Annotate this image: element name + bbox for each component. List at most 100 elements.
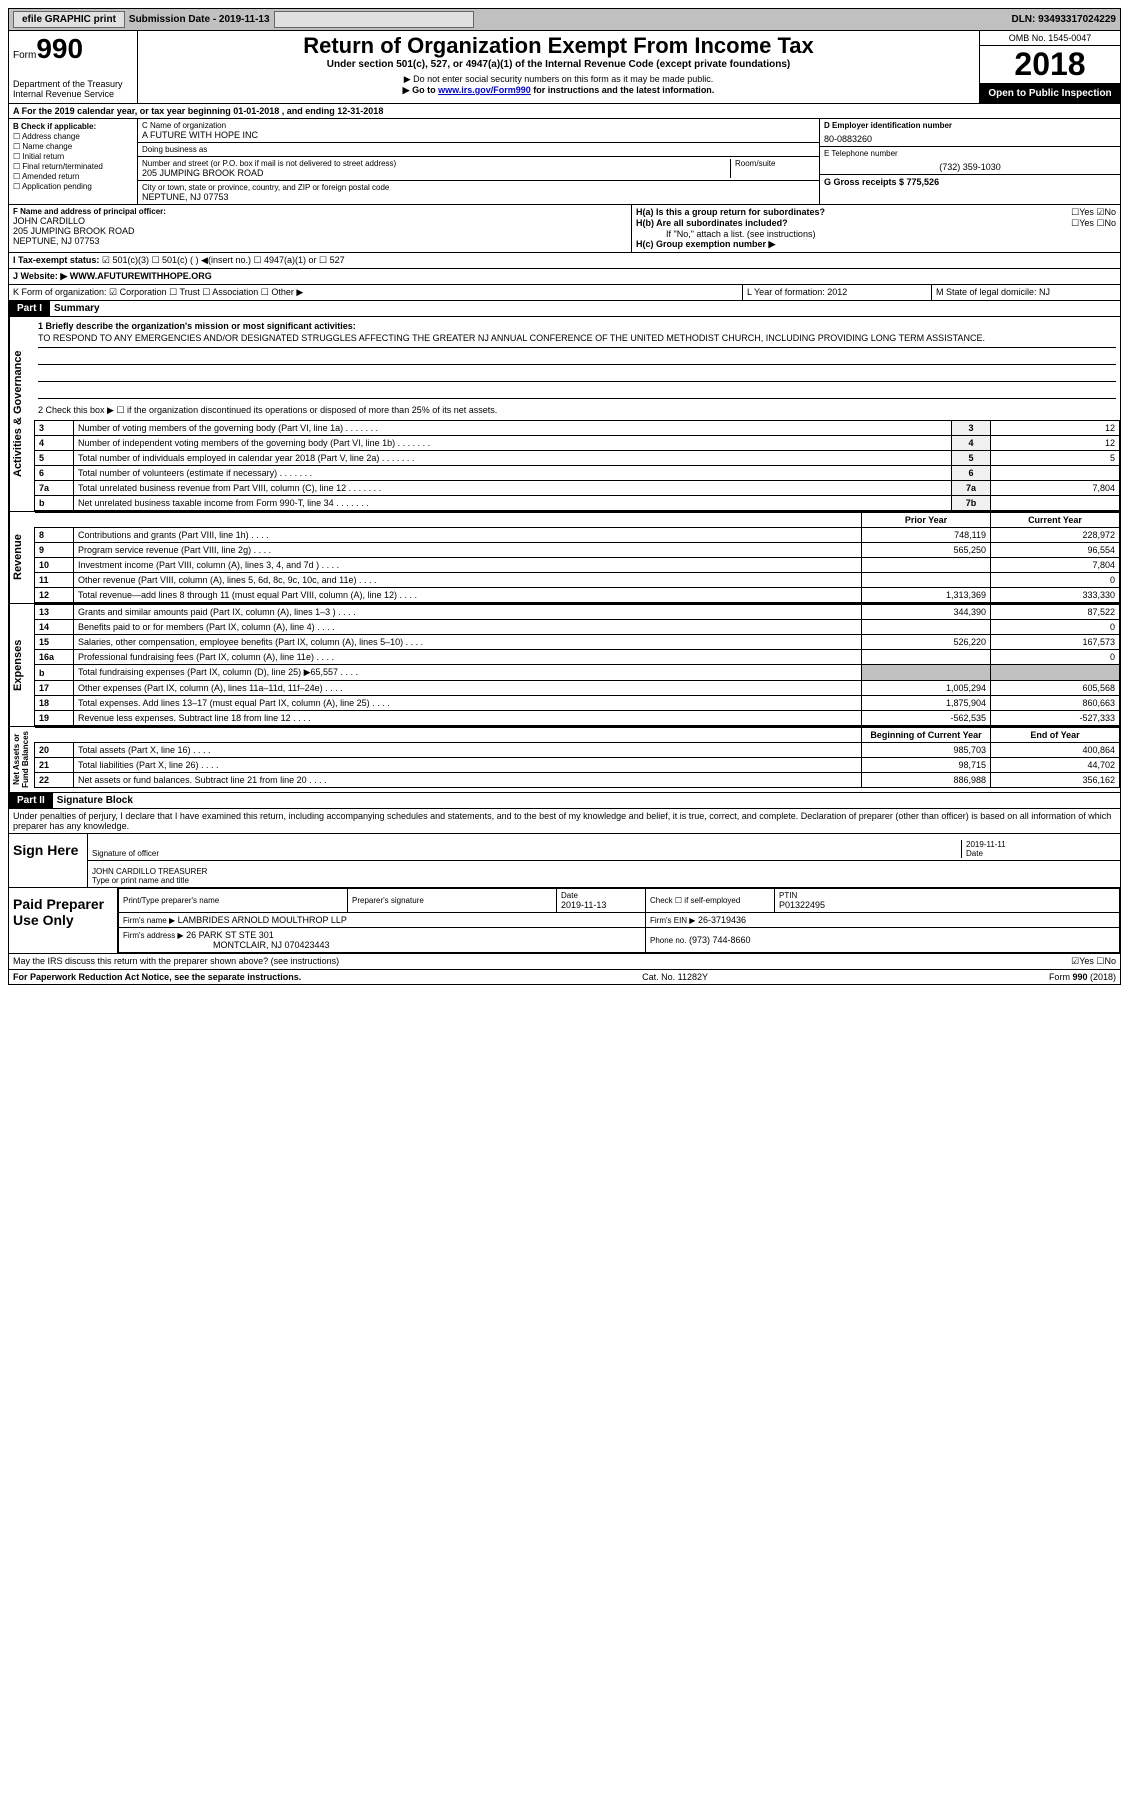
declaration: Under penalties of perjury, I declare th… [9,809,1120,833]
paid-preparer-label: Paid Preparer Use Only [9,888,118,953]
state-domicile: M State of legal domicile: NJ [931,285,1120,300]
cell-city: City or town, state or province, country… [138,181,819,204]
netassets-table: Beginning of Current YearEnd of Year 20T… [34,727,1120,788]
part1-netassets: Net Assets orFund Balances Beginning of … [8,727,1121,793]
table-row: 8Contributions and grants (Part VIII, li… [35,528,1120,543]
check-initial-return[interactable]: ☐ Initial return [13,152,133,161]
table-row: 11Other revenue (Part VIII, column (A), … [35,573,1120,588]
officer-printed: JOHN CARDILLO TREASURER [92,867,1116,876]
submission-empty-button[interactable] [274,11,474,28]
discuss-row: May the IRS discuss this return with the… [8,954,1121,970]
submission-date: Submission Date - 2019-11-13 [129,14,270,25]
table-row: 3Number of voting members of the governi… [35,421,1120,436]
form990-link[interactable]: www.irs.gov/Form990 [438,85,531,95]
firm-phone: (973) 744-8660 [689,935,751,945]
vlabel-netassets: Net Assets orFund Balances [9,727,34,792]
table-row: bTotal fundraising expenses (Part IX, co… [35,665,1120,681]
table-row: 14Benefits paid to or for members (Part … [35,620,1120,635]
col-c-entity: C Name of organization A FUTURE WITH HOP… [138,119,819,204]
entity-block: B Check if applicable: ☐ Address change … [8,119,1121,205]
part1-header-row: Part I Summary [8,301,1121,317]
table-row: bNet unrelated business taxable income f… [35,496,1120,511]
efile-print-button[interactable]: efile GRAPHIC print [13,11,125,28]
vlabel-expenses: Expenses [9,604,34,726]
col-b-checkboxes: B Check if applicable: ☐ Address change … [9,119,138,204]
table-row: 15Salaries, other compensation, employee… [35,635,1120,650]
table-row: 5Total number of individuals employed in… [35,451,1120,466]
table-row: 12Total revenue—add lines 8 through 11 (… [35,588,1120,603]
footer: For Paperwork Reduction Act Notice, see … [8,970,1121,985]
check-amended[interactable]: ☐ Amended return [13,172,133,181]
check-final-return[interactable]: ☐ Final return/terminated [13,162,133,171]
table-row: 9Program service revenue (Part VIII, lin… [35,543,1120,558]
table-row: 19Revenue less expenses. Subtract line 1… [35,711,1120,726]
preparer-block: Paid Preparer Use Only Print/Type prepar… [8,888,1121,954]
ha-answer: ☐Yes ☑No [1071,207,1116,218]
omb-number: OMB No. 1545-0047 [980,31,1120,45]
table-row: 13Grants and similar amounts paid (Part … [35,605,1120,620]
group-return-h: H(a) Is this a group return for subordin… [631,205,1120,252]
firm-addr2: MONTCLAIR, NJ 070423443 [123,940,330,950]
part1-revenue: Revenue Prior YearCurrent Year 8Contribu… [8,512,1121,604]
org-name: A FUTURE WITH HOPE INC [142,130,815,140]
check-app-pending[interactable]: ☐ Application pending [13,182,133,191]
year-box: OMB No. 1545-0047 2018 Open to Public In… [979,31,1120,103]
note-ssn: ▶ Do not enter social security numbers o… [142,74,975,85]
phone: (732) 359-1030 [824,162,1116,172]
part2-title: Signature Block [53,793,137,808]
table-row: 21Total liabilities (Part X, line 26) . … [35,758,1120,773]
ptin: P01322495 [779,900,1115,910]
table-row: 17Other expenses (Part IX, column (A), l… [35,681,1120,696]
part1-governance: Activities & Governance 1 Briefly descri… [8,317,1121,512]
sign-here-label: Sign Here [9,834,88,887]
cell-org-name: C Name of organization A FUTURE WITH HOP… [138,119,819,143]
website: WWW.AFUTUREWITHHOPE.ORG [70,271,212,281]
revenue-table: Prior YearCurrent Year 8Contributions an… [34,512,1120,603]
cell-addr: Number and street (or P.O. box if mail i… [138,157,819,181]
mission-section: 1 Briefly describe the organization's mi… [34,317,1120,420]
table-row: 20Total assets (Part X, line 16) . . . .… [35,743,1120,758]
org-city: NEPTUNE, NJ 07753 [142,192,815,202]
expenses-table: 13Grants and similar amounts paid (Part … [34,604,1120,726]
principal-officer: F Name and address of principal officer:… [9,205,631,252]
tax-exempt-status: ☑ 501(c)(3) ☐ 501(c) ( ) ◀(insert no.) ☐… [102,255,345,265]
table-row: 10Investment income (Part VIII, column (… [35,558,1120,573]
hb-answer: ☐Yes ☐No [1071,218,1116,229]
cat-no: Cat. No. 11282Y [642,972,708,982]
table-row: 6Total number of volunteers (estimate if… [35,466,1120,481]
form-label: Form [13,50,36,61]
part1-title: Summary [50,301,104,316]
governance-table: 3Number of voting members of the governi… [34,420,1120,511]
table-row: 22Net assets or fund balances. Subtract … [35,773,1120,788]
officer-name: JOHN CARDILLO [13,216,627,226]
firm-name: LAMBRIDES ARNOLD MOULTHROP LLP [178,915,347,925]
col-b-header: B Check if applicable: [13,122,133,131]
form-footer: Form 990 (2018) [1049,972,1116,982]
vlabel-revenue: Revenue [9,512,34,603]
part2-header-row: Part II Signature Block [8,793,1121,809]
col-de: D Employer identification number 80-0883… [819,119,1120,204]
preparer-table: Print/Type preparer's name Preparer's si… [118,888,1120,953]
cell-ein: D Employer identification number 80-0883… [820,119,1120,147]
row-klm: K Form of organization: ☑ Corporation ☐ … [8,285,1121,301]
row-i: I Tax-exempt status: ☑ 501(c)(3) ☐ 501(c… [8,253,1121,269]
hc-exemption: H(c) Group exemption number ▶ [636,239,1116,250]
form-id-box: Form990 Department of the Treasury Inter… [9,31,138,103]
row-a-tax-year: A For the 2019 calendar year, or tax yea… [8,104,1121,119]
year-formation: L Year of formation: 2012 [742,285,931,300]
org-street: 205 JUMPING BROOK ROAD [142,168,730,178]
cell-phone: E Telephone number (732) 359-1030 [820,147,1120,175]
part2-header: Part II [9,793,53,808]
firm-addr1: 26 PARK ST STE 301 [186,930,274,940]
cell-dba: Doing business as [138,143,819,157]
check-name-change[interactable]: ☐ Name change [13,142,133,151]
form-header: Form990 Department of the Treasury Inter… [8,31,1121,104]
form-number: 990 [36,33,83,64]
dept-treasury: Department of the Treasury Internal Reve… [13,79,133,99]
tax-year: 2018 [980,45,1120,83]
check-addr-change[interactable]: ☐ Address change [13,132,133,141]
table-row: 4Number of independent voting members of… [35,436,1120,451]
paperwork-notice: For Paperwork Reduction Act Notice, see … [13,972,301,982]
mission-text: TO RESPOND TO ANY EMERGENCIES AND/OR DES… [38,331,1116,348]
dln: DLN: 93493317024229 [1011,14,1116,25]
